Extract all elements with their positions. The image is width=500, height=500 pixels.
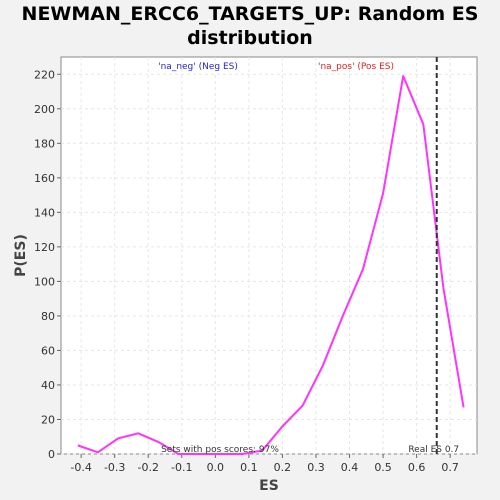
- y-tick-label: 100: [34, 275, 55, 288]
- x-tick-label: -0.4: [70, 461, 91, 474]
- y-tick-label: 120: [34, 241, 55, 254]
- plot-area: [61, 57, 477, 454]
- x-tick-label: -0.3: [104, 461, 125, 474]
- pos-scores-note: Sets with pos scores: 97%: [161, 445, 279, 455]
- y-tick-label: 80: [41, 310, 55, 323]
- x-tick-label: 0.4: [341, 461, 359, 474]
- y-tick-label: 20: [41, 413, 55, 426]
- pos-es-label: 'na_pos' (Pos ES): [318, 62, 394, 72]
- real-es-note: Real ES 0.7: [408, 445, 459, 455]
- y-tick-label: 140: [34, 206, 55, 219]
- x-axis-title: ES: [259, 478, 279, 494]
- x-tick-label: -0.2: [137, 461, 158, 474]
- y-tick-label: 180: [34, 137, 55, 150]
- y-axis-title: P(ES): [13, 234, 29, 277]
- x-tick-label: 0.2: [274, 461, 292, 474]
- x-tick-label: 0.1: [240, 461, 258, 474]
- y-tick-label: 220: [34, 68, 55, 81]
- x-tick-label: 0.6: [408, 461, 426, 474]
- x-tick-label: 0.7: [441, 461, 459, 474]
- x-tick-label: 0.3: [307, 461, 325, 474]
- x-tick-label: 0.5: [374, 461, 392, 474]
- y-tick-label: 200: [34, 103, 55, 116]
- neg-es-label: 'na_neg' (Neg ES): [158, 62, 238, 72]
- y-tick-label: 40: [41, 379, 55, 392]
- y-tick-label: 160: [34, 172, 55, 185]
- y-tick-label: 0: [48, 448, 55, 461]
- y-tick-label: 60: [41, 344, 55, 357]
- x-tick-label: 0.0: [207, 461, 225, 474]
- x-tick-label: -0.1: [171, 461, 192, 474]
